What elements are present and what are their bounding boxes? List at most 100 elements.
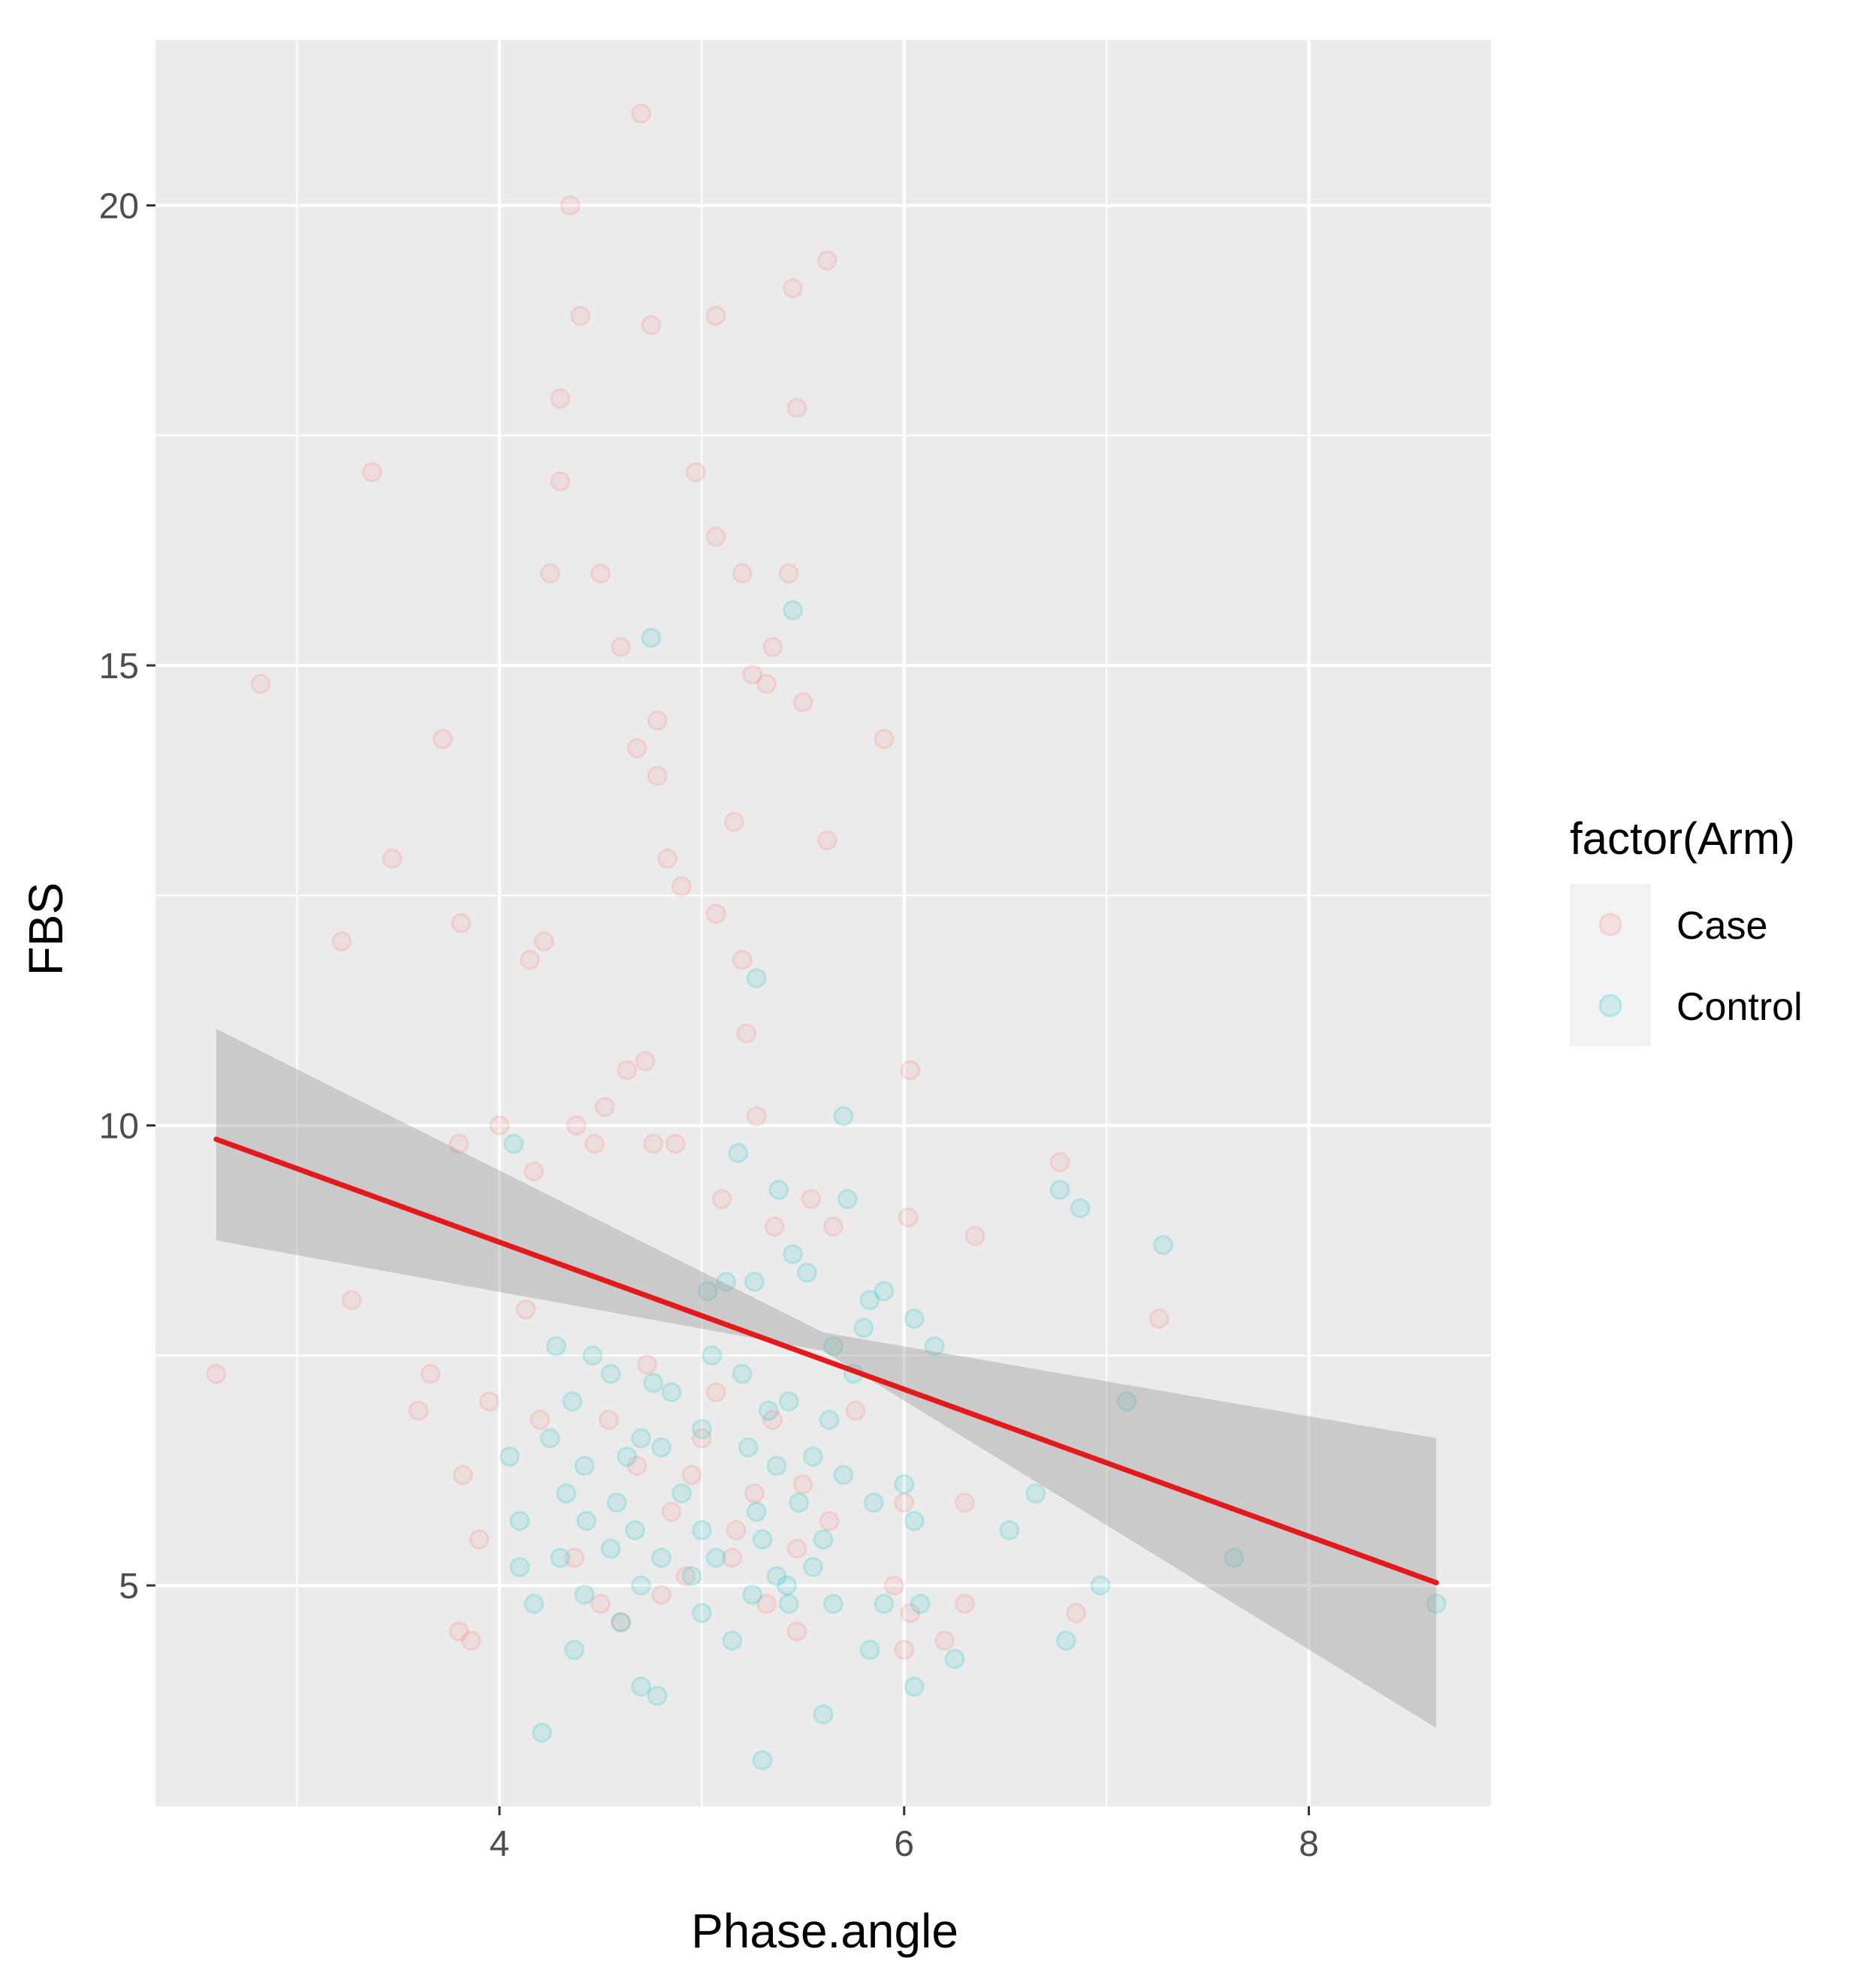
data-point-control bbox=[744, 1272, 765, 1293]
data-point-control bbox=[617, 1447, 638, 1467]
data-point-control bbox=[1049, 1179, 1070, 1200]
data-point-control bbox=[716, 1272, 737, 1293]
data-point-control bbox=[661, 1382, 682, 1403]
data-point-control bbox=[819, 1410, 840, 1430]
data-point-case bbox=[661, 1501, 682, 1522]
y-tick-label: 20 bbox=[99, 187, 139, 227]
data-point-case bbox=[726, 1520, 747, 1540]
legend-label-control: Control bbox=[1676, 985, 1803, 1029]
data-point-control bbox=[894, 1474, 915, 1495]
data-point-case bbox=[515, 1299, 536, 1320]
data-point-case bbox=[1148, 1308, 1169, 1329]
data-point-case bbox=[894, 1640, 915, 1661]
data-point-control bbox=[702, 1345, 723, 1366]
data-point-case bbox=[711, 1189, 732, 1209]
data-point-case bbox=[723, 811, 744, 832]
data-point-case bbox=[934, 1631, 955, 1651]
data-point-control bbox=[1025, 1483, 1046, 1504]
data-point-case bbox=[665, 1133, 686, 1154]
data-point-control bbox=[796, 1262, 817, 1283]
data-point-case bbox=[1066, 1603, 1087, 1624]
data-point-control bbox=[503, 1133, 524, 1154]
y-axis-title: FBS bbox=[19, 882, 73, 976]
data-point-case bbox=[361, 462, 382, 483]
data-point-case bbox=[786, 1538, 807, 1559]
data-point-case bbox=[657, 848, 678, 869]
major-gridlines bbox=[155, 40, 1491, 1806]
data-point-control bbox=[732, 1363, 753, 1384]
data-point-control bbox=[556, 1483, 577, 1504]
data-point-case bbox=[570, 306, 591, 326]
data-point-case bbox=[845, 1400, 866, 1421]
data-point-case bbox=[566, 1115, 587, 1136]
data-point-control bbox=[624, 1520, 645, 1540]
data-point-control bbox=[574, 1584, 595, 1605]
data-point-control bbox=[691, 1603, 712, 1624]
data-point-case bbox=[524, 1161, 545, 1182]
data-point-control bbox=[574, 1456, 595, 1477]
data-point-case bbox=[433, 729, 454, 750]
x-axis-title: Phase.angle bbox=[691, 1904, 958, 1958]
data-point-control bbox=[758, 1400, 779, 1421]
data-point-control bbox=[524, 1594, 545, 1614]
data-point-control bbox=[777, 1575, 798, 1596]
data-point-case bbox=[778, 563, 799, 584]
data-point-control bbox=[1116, 1391, 1137, 1412]
data-point-control bbox=[705, 1547, 726, 1568]
data-point-case bbox=[469, 1529, 490, 1550]
data-point-control bbox=[509, 1510, 530, 1531]
data-point-control bbox=[738, 1437, 759, 1458]
x-tick-label: 8 bbox=[1299, 1824, 1319, 1864]
data-point-case bbox=[955, 1594, 976, 1614]
data-point-case bbox=[382, 848, 403, 869]
data-point-case bbox=[448, 1133, 469, 1154]
data-point-control bbox=[1153, 1235, 1174, 1256]
data-point-control bbox=[691, 1419, 712, 1440]
data-point-case bbox=[635, 1051, 656, 1072]
control-points bbox=[499, 600, 1447, 1771]
data-point-control bbox=[752, 1750, 773, 1771]
data-point-control bbox=[671, 1483, 692, 1504]
data-point-case bbox=[732, 949, 753, 970]
data-point-control bbox=[766, 1456, 787, 1477]
data-point-case bbox=[533, 931, 554, 952]
data-point-case bbox=[822, 1216, 843, 1237]
data-point-control bbox=[789, 1492, 810, 1513]
data-point-case bbox=[762, 1410, 783, 1430]
data-point-case bbox=[489, 1115, 510, 1136]
data-point-control bbox=[550, 1547, 571, 1568]
data-point-control bbox=[681, 1566, 702, 1587]
legend-control-marker bbox=[1598, 994, 1622, 1018]
data-point-case bbox=[705, 903, 726, 925]
data-point-case bbox=[883, 1575, 904, 1596]
y-axis: 5 10 15 20 bbox=[99, 187, 155, 1606]
data-point-case bbox=[681, 1465, 702, 1486]
data-point-case bbox=[460, 1631, 481, 1651]
data-point-case bbox=[894, 1492, 915, 1513]
data-point-case bbox=[584, 1133, 605, 1154]
data-point-control bbox=[650, 1547, 671, 1568]
data-point-control bbox=[768, 1179, 789, 1200]
data-point-control bbox=[910, 1594, 931, 1614]
data-point-control bbox=[697, 1281, 718, 1302]
data-point-case bbox=[331, 931, 352, 952]
data-point-control bbox=[859, 1290, 880, 1311]
data-point-case bbox=[452, 1465, 473, 1486]
confidence-band bbox=[216, 1028, 1437, 1728]
data-point-case bbox=[550, 471, 571, 492]
data-point-case bbox=[964, 1226, 985, 1246]
data-point-control bbox=[600, 1538, 621, 1559]
data-point-case bbox=[539, 563, 560, 584]
data-point-case bbox=[744, 1483, 765, 1504]
data-point-case bbox=[762, 637, 783, 657]
data-point-control bbox=[813, 1529, 834, 1550]
data-point-control bbox=[509, 1557, 530, 1577]
data-point-control bbox=[904, 1510, 925, 1531]
data-point-case bbox=[671, 876, 692, 897]
data-point-case bbox=[617, 1060, 638, 1081]
data-point-case bbox=[786, 397, 807, 418]
legend-label-case: Case bbox=[1676, 904, 1767, 948]
y-tick-label: 15 bbox=[99, 647, 139, 686]
data-point-control bbox=[746, 1501, 767, 1522]
data-point-case bbox=[816, 830, 837, 851]
